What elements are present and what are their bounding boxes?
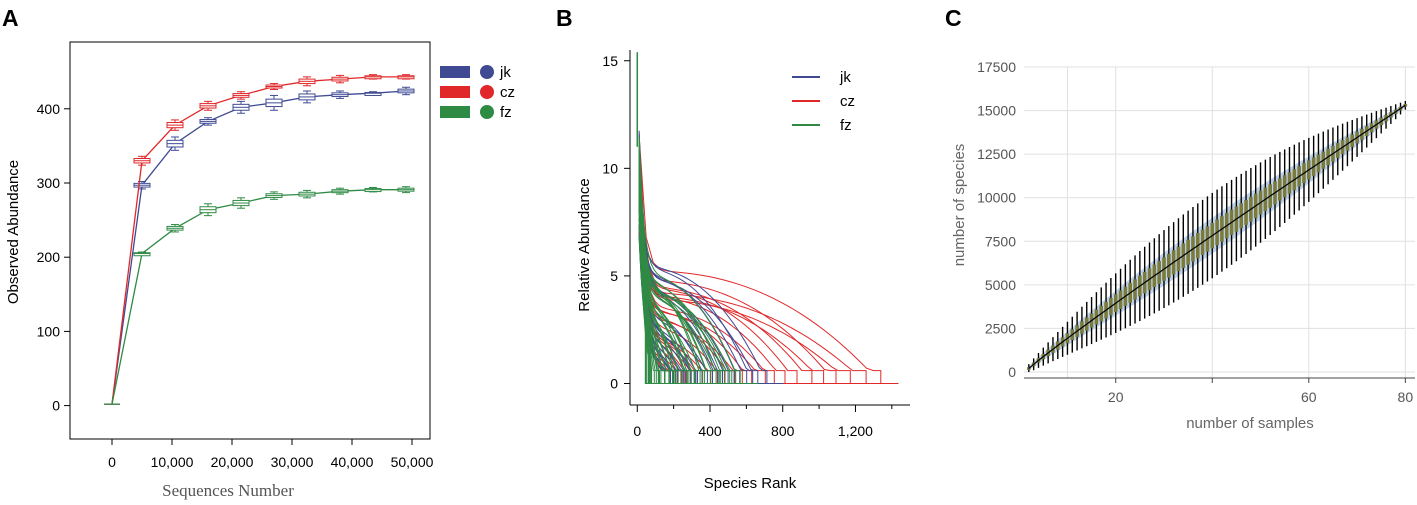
x-tick-label: 0	[633, 423, 641, 439]
rank-abundance-curve-jk	[638, 183, 784, 384]
panel-c-y-ticks: 0 2500 5000 7500 10000 12500 15000 17500	[977, 59, 1016, 380]
panel-c: C 0 2500 5000 7500 10000 12500 15000 17500 20 60…	[945, 5, 1415, 432]
rank-abundance-curve-fz	[638, 217, 716, 384]
rank-abundance-curve-cz	[638, 181, 858, 384]
y-tick-label: 17500	[977, 59, 1016, 75]
x-tick-label: 80	[1398, 389, 1414, 405]
rank-abundance-curve-fz	[638, 141, 759, 384]
series-line-cz	[111, 76, 406, 405]
rank-abundance-curve-fz	[638, 180, 706, 384]
rank-abundance-curve-cz	[638, 136, 867, 384]
panel-b: B 0 5 10 15 0 400 800 1,200 Relative Abundance…	[556, 5, 910, 492]
y-tick-label: 100	[37, 323, 61, 339]
y-tick-label: 200	[37, 249, 61, 265]
rank-abundance-curve-fz	[638, 170, 699, 384]
y-tick-label: 400	[37, 101, 61, 117]
y-tick-label: 10	[602, 160, 618, 176]
panel-a-x-ticks: 0 10,000 20,000 30,000 40,000 50,000	[108, 439, 434, 470]
panel-a-axes-frame	[69, 41, 431, 440]
panel-b-x-axis-label: Species Rank	[704, 475, 797, 492]
rank-abundance-curve-fz	[638, 194, 743, 384]
y-tick-label: 15000	[977, 103, 1016, 119]
y-tick-label: 7500	[985, 233, 1016, 249]
y-tick-label: 0	[1008, 364, 1016, 380]
box-jk	[364, 91, 382, 96]
rank-abundance-curve-jk	[638, 173, 775, 384]
y-tick-label: 0	[52, 398, 60, 414]
rank-abundance-curve-jk	[638, 199, 781, 384]
rank-abundance-curve-jk	[638, 181, 769, 384]
y-tick-label: 0	[610, 375, 618, 391]
rank-abundance-curve-cz	[638, 135, 899, 384]
legend-cz-swatch	[440, 86, 470, 98]
panel-c-curve	[1028, 104, 1406, 369]
rank-abundance-curve-jk	[638, 174, 712, 384]
panel-b-x-ticks: 0 400 800 1,200	[633, 405, 893, 439]
x-tick-label: 400	[698, 423, 722, 439]
x-tick-label: 40,000	[331, 454, 374, 470]
x-tick-label: 800	[771, 423, 795, 439]
rank-abundance-curve-fz	[638, 188, 741, 384]
x-tick-label: 30,000	[271, 454, 314, 470]
rank-abundance-curve-fz	[638, 200, 737, 384]
panel-b-legend: jk cz fz	[792, 69, 855, 134]
x-tick-label: 0	[108, 454, 116, 470]
legend-fz-swatch	[440, 106, 470, 118]
panel-b-series	[636, 52, 899, 384]
panel-c-x-ticks: 20 60 80	[1108, 378, 1413, 405]
panel-a-y-ticks: 0 100 200 300 400	[37, 101, 70, 414]
rank-abundance-curve-fz	[638, 190, 753, 384]
legend-fz-label: fz	[500, 104, 512, 121]
accumulation-curve	[1028, 104, 1406, 369]
legend-fz-marker	[480, 105, 494, 119]
boxplot-box	[1403, 104, 1408, 107]
y-tick-label: 5	[610, 268, 618, 284]
rank-abundance-curve-cz	[638, 180, 892, 384]
y-tick-label: 10000	[977, 190, 1016, 206]
series-line-jk	[111, 90, 407, 405]
x-tick-label: 10,000	[151, 454, 194, 470]
panel-b-y-ticks: 0 5 10 15	[602, 53, 630, 391]
rank-abundance-curve-cz	[638, 141, 833, 384]
x-tick-label: 60	[1301, 389, 1317, 405]
rank-abundance-curve-fz	[638, 136, 746, 384]
x-tick-label: 20,000	[211, 454, 254, 470]
panel-a-x-axis-label: Sequences Number	[162, 481, 294, 500]
legend-fz-label: fz	[840, 117, 852, 134]
legend-jk-marker	[480, 65, 494, 79]
legend-jk-label: jk	[839, 69, 851, 86]
rank-abundance-curve-fz	[638, 197, 687, 384]
legend-cz-label: cz	[500, 84, 515, 101]
rank-abundance-curve-fz	[638, 162, 692, 384]
rank-abundance-curve-fz	[638, 202, 675, 384]
y-tick-label: 15	[602, 53, 618, 69]
panel-a-label: A	[2, 5, 19, 31]
box-fz	[133, 252, 151, 257]
x-tick-label: 20	[1108, 389, 1124, 405]
panel-c-label: C	[945, 5, 962, 31]
rank-abundance-curve-fz	[638, 211, 669, 384]
y-tick-label: 2500	[985, 320, 1016, 336]
series-line-fz	[111, 189, 406, 405]
x-tick-label: 50,000	[391, 454, 434, 470]
legend-cz-label: cz	[840, 93, 855, 110]
panel-b-y-axis-label: Relative Abundance	[576, 178, 593, 311]
panel-c-y-axis-label: number of species	[951, 144, 968, 267]
y-tick-label: 12500	[977, 146, 1016, 162]
panel-b-label: B	[556, 5, 573, 31]
panel-a-y-axis-label: Observed Abundance	[5, 160, 22, 304]
rank-abundance-curve-fz	[638, 207, 748, 384]
panel-c-x-axis-label: number of samples	[1186, 415, 1314, 432]
rank-abundance-curve-fz	[638, 236, 671, 384]
y-tick-label: 300	[37, 175, 61, 191]
y-tick-label: 5000	[985, 277, 1016, 293]
panel-a: A 0 100 200 300 400 0 10,000 20,000 30,000 40,00…	[2, 5, 515, 500]
legend-jk-swatch	[440, 66, 470, 78]
panel-a-series	[104, 74, 415, 405]
x-tick-label: 1,200	[838, 423, 873, 439]
legend-cz-marker	[480, 85, 494, 99]
panel-a-legend: jk cz fz	[440, 64, 515, 121]
legend-jk-label: jk	[499, 64, 511, 81]
